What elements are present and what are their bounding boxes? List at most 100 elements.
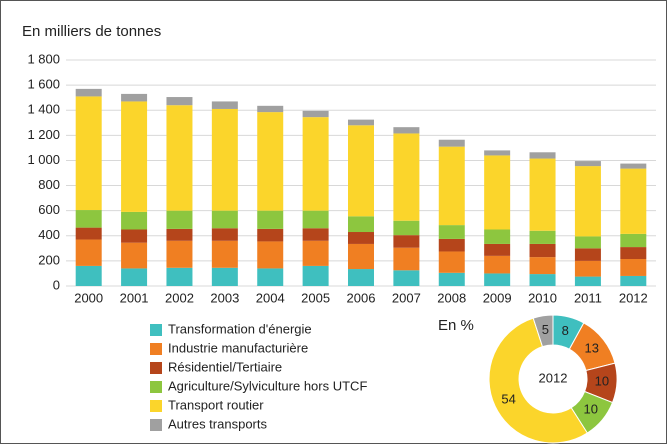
bar-segment — [348, 269, 374, 286]
bar-segment — [620, 247, 647, 260]
x-tick-label: 2008 — [437, 290, 466, 305]
bar-segment — [484, 155, 511, 230]
bar-segment — [257, 210, 284, 229]
legend-label: Résidentiel/Tertiaire — [168, 359, 282, 374]
bar-segment — [348, 119, 374, 126]
x-tick-label: 2001 — [120, 290, 149, 305]
bar-segment — [166, 228, 193, 241]
bar-segment — [257, 112, 284, 211]
donut-slice — [532, 314, 554, 348]
bar-segment — [121, 211, 148, 230]
bar-segment — [393, 127, 420, 134]
donut-label: 10 — [595, 374, 609, 389]
bar-segment — [484, 255, 511, 274]
bar-segment — [166, 105, 193, 211]
bar-segment — [121, 101, 148, 212]
bar-segment — [438, 139, 465, 147]
bar-segment — [393, 133, 420, 221]
bar-segment — [620, 168, 647, 234]
bar-segment — [484, 150, 511, 156]
bar-segment — [529, 257, 556, 275]
bar-segment — [211, 240, 238, 268]
bar-segment — [302, 240, 329, 266]
bar-segment — [620, 233, 647, 248]
bar-segment — [529, 243, 556, 258]
bar-segment — [438, 225, 465, 239]
bar-segment — [484, 229, 511, 244]
bar-segment — [620, 275, 647, 286]
bar-segment — [529, 274, 556, 286]
legend-swatch — [150, 400, 162, 412]
donut-label: 10 — [584, 402, 598, 417]
bar-segment — [75, 239, 102, 266]
chart-title: En milliers de tonnes — [22, 23, 161, 40]
legend-label: Autres transports — [168, 416, 267, 431]
legend-swatch — [150, 419, 162, 431]
bar-segment — [211, 108, 238, 211]
bar-segment — [393, 220, 420, 236]
bar-segment — [166, 240, 193, 268]
x-tick-label: 2009 — [483, 290, 512, 305]
bar-segment — [257, 241, 284, 269]
y-tick-label: 200 — [38, 252, 60, 267]
bar-segment — [574, 166, 601, 237]
donut-label: 13 — [584, 340, 598, 355]
y-tick-label: 1 200 — [27, 127, 60, 142]
bar-segment — [438, 251, 465, 273]
x-tick-label: 2005 — [301, 290, 330, 305]
y-tick-label: 400 — [38, 227, 60, 242]
bar-segment — [75, 227, 102, 240]
y-tick-label: 0 — [53, 277, 60, 292]
donut-center-label: 2012 — [539, 370, 568, 385]
x-tick-label: 2010 — [528, 290, 557, 305]
x-tick-label: 2006 — [347, 290, 376, 305]
legend-label: Industrie manufacturière — [168, 340, 308, 355]
bar-segment — [620, 163, 647, 169]
legend-label: Transformation d'énergie — [168, 321, 312, 336]
bar-segment — [75, 88, 102, 97]
bar-segment — [574, 276, 601, 286]
y-tick-label: 600 — [38, 202, 60, 217]
x-tick-label: 2012 — [619, 290, 648, 305]
bar-segment — [121, 242, 148, 269]
bar-segment — [302, 265, 329, 286]
legend-label: Agriculture/Sylviculture hors UTCF — [168, 378, 367, 393]
bar-segment — [166, 97, 193, 106]
x-tick-label: 2007 — [392, 290, 421, 305]
x-tick-label: 2000 — [74, 290, 103, 305]
bar-segment — [348, 243, 374, 270]
bar-segment — [302, 117, 329, 211]
bar-segment — [121, 268, 148, 286]
bar-segment — [121, 229, 148, 243]
legend-label: Transport routier — [168, 397, 264, 412]
bar-segment — [257, 268, 284, 286]
bar-segment — [393, 247, 420, 271]
bar-segment — [620, 259, 647, 276]
bar-segment — [574, 248, 601, 261]
bar-segment — [529, 152, 556, 159]
bar-segment — [348, 216, 374, 233]
bar-segment — [484, 273, 511, 286]
bar-segment — [211, 267, 238, 286]
x-tick-label: 2002 — [165, 290, 194, 305]
bar-segment — [75, 265, 102, 286]
donut-label: 8 — [562, 323, 569, 338]
legend-swatch — [150, 343, 162, 355]
bar-segment — [75, 210, 102, 228]
bar-segment — [75, 96, 102, 211]
bar-segment — [211, 101, 238, 109]
x-tick-label: 2003 — [210, 290, 239, 305]
bar-segment — [393, 235, 420, 248]
bar-segment — [257, 228, 284, 242]
bar-segment — [529, 230, 556, 244]
bar-segment — [348, 125, 374, 217]
bar-segment — [257, 105, 284, 113]
bar-segment — [121, 93, 148, 102]
y-tick-label: 1 000 — [27, 152, 60, 167]
bar-segment — [211, 228, 238, 241]
bar-segment — [438, 272, 465, 286]
bar-segment — [574, 260, 601, 277]
bar-segment — [211, 210, 238, 229]
y-tick-label: 1 400 — [27, 102, 60, 117]
